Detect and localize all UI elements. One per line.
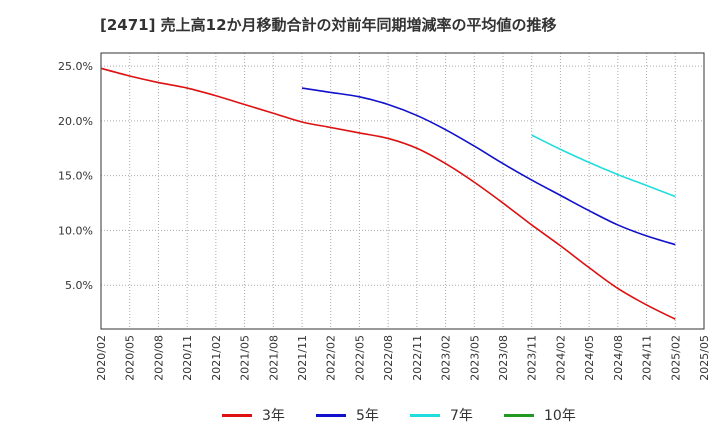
- x-tick-label: 2023/02: [440, 335, 453, 381]
- series-lines: [100, 67, 676, 320]
- y-tick-label: 20.0%: [58, 115, 93, 128]
- x-tick-label: 2021/11: [296, 335, 309, 381]
- legend-item-7y: 7年: [410, 404, 473, 426]
- x-tick-label: 2020/02: [95, 335, 108, 381]
- y-tick-label: 15.0%: [58, 170, 93, 183]
- x-tick-label: 2024/08: [612, 335, 625, 381]
- x-tick-label: 2020/11: [181, 335, 194, 381]
- x-tick-label: 2025/02: [669, 335, 682, 381]
- legend-swatch-10y: [504, 413, 534, 417]
- x-tick-label: 2025/05: [698, 335, 711, 381]
- legend-swatch-3y: [222, 413, 252, 417]
- plot-area-frame: [100, 52, 705, 330]
- y-tick-label: 10.0%: [58, 224, 93, 237]
- x-tick-label: 2020/05: [124, 335, 137, 381]
- x-tick-label: 2021/08: [267, 335, 280, 381]
- x-tick-label: 2023/05: [468, 335, 481, 381]
- x-tick-label: 2022/08: [382, 335, 395, 381]
- legend-label-3y: 3年: [262, 408, 285, 424]
- chart-title: [2471] 売上高12か月移動合計の対前年同期増減率の平均値の推移: [100, 16, 557, 34]
- series-line-3年: [100, 67, 676, 320]
- x-tick-label: 2022/02: [325, 335, 338, 381]
- legend-swatch-7y: [410, 413, 440, 417]
- y-tick-label: 25.0%: [58, 60, 93, 73]
- x-tick-label: 2022/11: [411, 335, 424, 381]
- x-tick-label: 2021/05: [239, 335, 252, 381]
- legend-item-5y: 5年: [316, 404, 379, 426]
- legend-item-3y: 3年: [222, 404, 285, 426]
- legend-swatch-5y: [316, 413, 346, 417]
- x-tick-label: 2020/08: [152, 335, 165, 381]
- legend-label-7y: 7年: [450, 408, 473, 424]
- y-tick-label: 5.0%: [65, 279, 93, 292]
- series-line-5年: [301, 87, 676, 246]
- legend-label-5y: 5年: [356, 408, 379, 424]
- legend-label-10y: 10年: [544, 408, 576, 424]
- x-tick-label: 2024/05: [583, 335, 596, 381]
- x-tick-label: 2023/08: [497, 335, 510, 381]
- x-tick-label: 2023/11: [526, 335, 539, 381]
- series-line-7年: [531, 134, 676, 198]
- legend: 3年 5年 7年 10年: [0, 404, 720, 426]
- x-axis-ticks: 2020/02 2020/05 2020/08 2020/11 2021/02 2021/…: [95, 335, 711, 381]
- x-tick-label: 2024/11: [641, 335, 654, 381]
- x-tick-label: 2021/02: [210, 335, 223, 381]
- x-tick-label: 2022/05: [353, 335, 366, 381]
- x-tick-label: 2024/02: [554, 335, 567, 381]
- y-axis-ticks: 5.0% 10.0% 15.0% 20.0% 25.0%: [58, 60, 93, 292]
- legend-item-10y: 10年: [504, 404, 576, 426]
- grid-lines: [101, 53, 704, 329]
